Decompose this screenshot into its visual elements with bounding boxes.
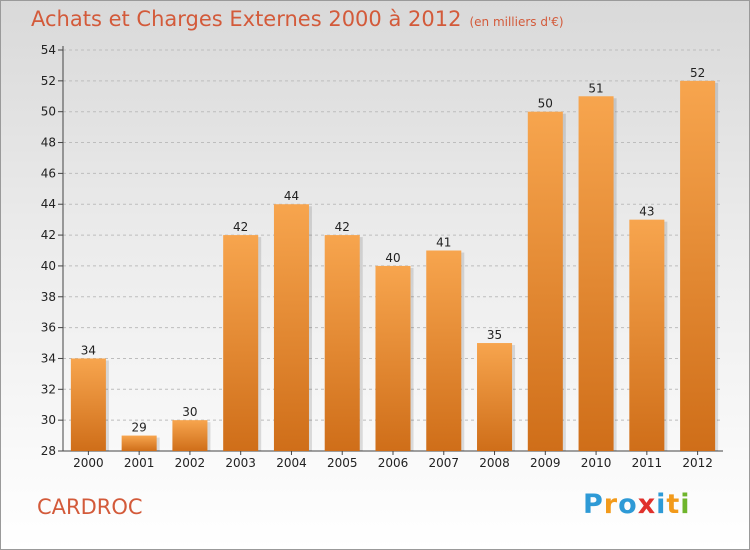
x-tick-label: 2000 <box>73 456 104 470</box>
y-tick-label: 52 <box>41 74 56 88</box>
value-label: 44 <box>284 189 299 203</box>
x-tick-label: 2009 <box>530 456 561 470</box>
value-label: 43 <box>639 205 654 219</box>
y-tick-label: 48 <box>41 136 56 150</box>
y-tick-label: 34 <box>41 351 56 365</box>
bar <box>324 235 360 451</box>
y-tick-label: 30 <box>41 413 56 427</box>
bar <box>629 219 665 451</box>
value-label: 35 <box>487 328 502 342</box>
value-label: 29 <box>132 421 147 435</box>
value-label: 34 <box>81 343 96 357</box>
bar <box>375 265 411 451</box>
y-tick-label: 46 <box>41 166 56 180</box>
bar <box>426 250 462 451</box>
logo-letter: P <box>583 489 604 520</box>
bar <box>527 111 563 451</box>
x-tick-label: 2004 <box>276 456 307 470</box>
value-label: 52 <box>690 66 705 80</box>
y-tick-label: 42 <box>41 228 56 242</box>
x-tick-label: 2008 <box>479 456 510 470</box>
logo-letter: t <box>666 489 681 520</box>
bar <box>70 358 106 451</box>
chart-title: Achats et Charges Externes 2000 à 2012 <box>31 7 462 31</box>
title-row: Achats et Charges Externes 2000 à 2012 (e… <box>31 7 564 31</box>
bar <box>578 96 614 452</box>
value-label: 50 <box>538 97 553 111</box>
bar <box>680 80 716 451</box>
y-tick-label: 28 <box>41 444 56 458</box>
value-label: 40 <box>385 251 400 265</box>
y-tick-label: 36 <box>41 321 56 335</box>
y-tick-label: 38 <box>41 290 56 304</box>
x-tick-label: 2001 <box>124 456 155 470</box>
value-label: 30 <box>182 405 197 419</box>
x-tick-label: 2002 <box>175 456 206 470</box>
bar <box>172 420 208 451</box>
x-tick-label: 2005 <box>327 456 358 470</box>
bar <box>477 343 513 451</box>
chart-subtitle: (en milliers d'€) <box>469 15 564 29</box>
value-label: 42 <box>233 220 248 234</box>
logo-letter: r <box>603 489 619 520</box>
y-tick-label: 50 <box>41 105 56 119</box>
bar <box>223 235 259 451</box>
proxiti-logo: Proxiti <box>583 489 691 520</box>
x-tick-label: 2012 <box>682 456 713 470</box>
bar-layer <box>70 80 719 452</box>
value-label: 42 <box>335 220 350 234</box>
bar <box>273 204 309 451</box>
logo-letter: i <box>680 489 691 520</box>
y-tick-label: 32 <box>41 382 56 396</box>
x-tick-label: 2011 <box>632 456 663 470</box>
y-tick-label: 44 <box>41 197 56 211</box>
value-label: 41 <box>436 236 451 250</box>
y-tick-label: 40 <box>41 259 56 273</box>
bar <box>121 435 157 451</box>
value-label: 51 <box>588 81 603 95</box>
logo-letter: x <box>637 489 657 520</box>
commune-name: CARDROC <box>37 495 143 519</box>
logo-letter: o <box>618 489 638 520</box>
x-tick-label: 2003 <box>225 456 256 470</box>
x-tick-label: 2006 <box>378 456 409 470</box>
x-tick-label: 2007 <box>428 456 459 470</box>
label-layer: 28 30 32 34 36 38 40 42 44 46 48 50 52 54 34 2000 29 2001… <box>41 43 713 470</box>
logo-letter: i <box>656 489 667 520</box>
y-tick-label: 54 <box>41 43 56 57</box>
x-tick-label: 2010 <box>581 456 612 470</box>
